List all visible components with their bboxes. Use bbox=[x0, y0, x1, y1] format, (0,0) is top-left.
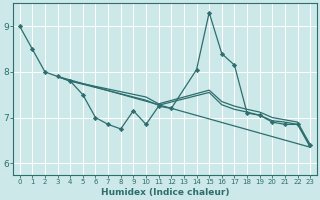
X-axis label: Humidex (Indice chaleur): Humidex (Indice chaleur) bbox=[101, 188, 229, 197]
